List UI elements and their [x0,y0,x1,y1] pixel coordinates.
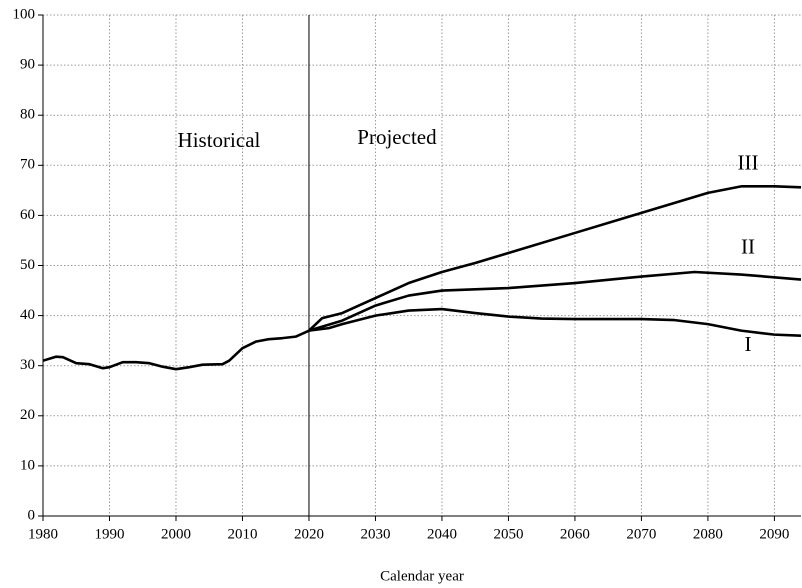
line-series [42,329,310,371]
x-tick-label: 2040 [427,526,457,542]
annotation: Historical [178,128,261,152]
axis [42,15,801,517]
x-tick-label: 2030 [360,526,390,542]
y-tick-label: 40 [20,307,35,323]
x-tick-label: 2010 [227,526,257,542]
annotation: Projected [357,125,437,149]
y-tick-label: 10 [20,457,35,473]
y-tick-label: 80 [20,107,35,123]
x-tick-label: 2070 [626,526,656,542]
y-tick-label: 50 [20,257,35,273]
line-series [308,270,802,332]
x-tick-label: 2090 [759,526,789,542]
y-tick-label: 20 [20,407,35,423]
y-tick-label: 60 [20,207,35,223]
y-tick-label: 90 [20,57,35,73]
line-series [308,185,802,332]
x-axis-label: Calendar year [380,568,464,584]
y-tick-label: 0 [28,507,36,523]
line-series [308,307,802,337]
series-label: III [738,151,759,175]
x-tick-label: 2060 [560,526,590,542]
x-tick-label: 2020 [294,526,324,542]
x-tick-label: 1990 [94,526,124,542]
x-tick-label: 2080 [693,526,723,542]
y-tick-label: 100 [13,6,36,22]
series-label: II [741,234,755,258]
x-tick-label: 2000 [161,526,191,542]
y-tick-label: 70 [20,157,35,173]
y-tick-label: 30 [20,357,35,373]
x-tick-label: 1980 [28,526,58,542]
series-label: I [745,332,752,356]
x-tick-label: 2050 [493,526,523,542]
